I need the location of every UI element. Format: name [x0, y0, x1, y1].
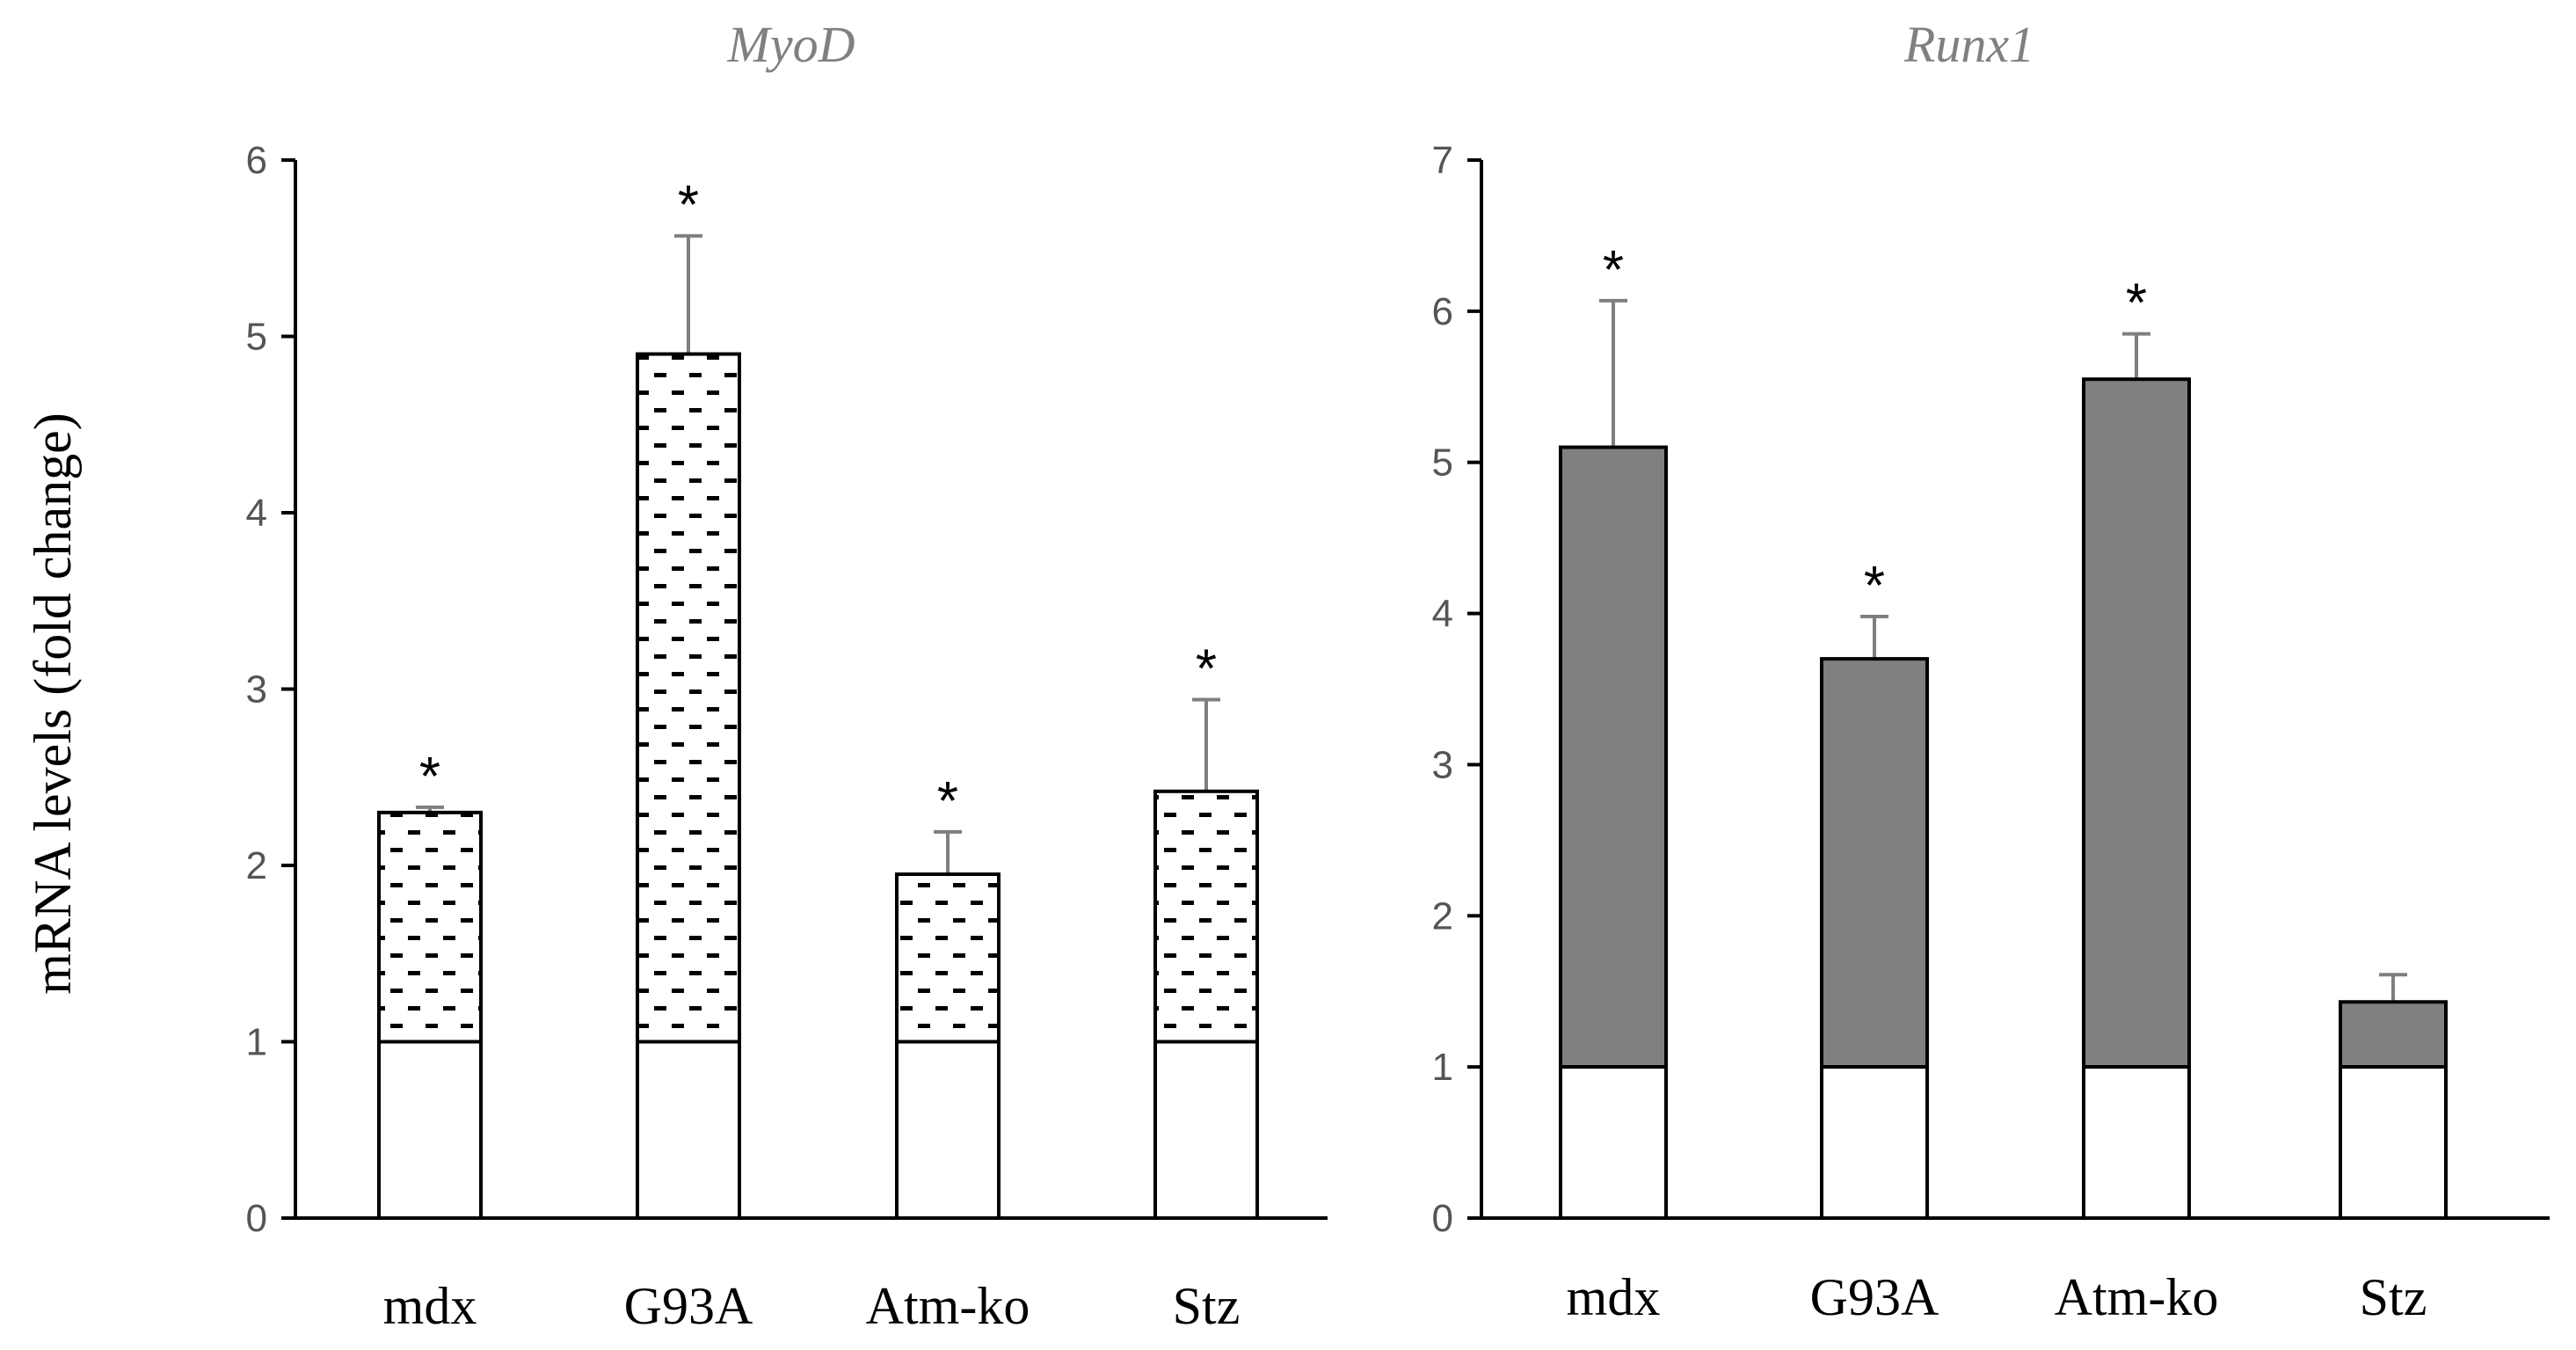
bar-segment-baseline	[636, 1040, 741, 1220]
category-label: Stz	[1173, 1277, 1241, 1335]
significance-marker: *	[937, 771, 958, 832]
runx1-title: Runx1	[1903, 16, 2034, 73]
category-label: G93A	[1810, 1268, 1939, 1326]
significance-marker: *	[678, 175, 699, 236]
y-tick-label: 5	[246, 316, 267, 359]
category-label: Atm-ko	[866, 1277, 1030, 1335]
significance-marker: *	[419, 747, 440, 807]
significance-marker: *	[1603, 240, 1624, 301]
bar-segment-upper	[1820, 657, 1929, 1069]
y-tick-label: 7	[1432, 139, 1453, 182]
bar-segment-upper	[2082, 377, 2191, 1069]
y-tick-label: 3	[246, 668, 267, 711]
y-tick-label: 6	[1432, 290, 1453, 333]
bar-segment-baseline	[377, 1040, 483, 1220]
runx1-plot: 0 1 2 3 4 5 6 7 * mdx * G93A * Atm-ko Stz	[1432, 139, 2550, 1326]
myod-plot: 0 1 2 3 4 5 6 * mdx * G93A * Atm-ko * Stz	[246, 139, 1328, 1335]
bar-segment-baseline	[1559, 1065, 1668, 1220]
category-label: Stz	[2360, 1268, 2427, 1326]
bar-segment-baseline	[2082, 1065, 2191, 1220]
bar-segment-upper	[636, 352, 741, 1044]
y-tick-label: 1	[1432, 1046, 1453, 1089]
y-tick-label: 2	[246, 844, 267, 887]
category-label: Atm-ko	[2055, 1268, 2219, 1326]
y-tick-label: 6	[246, 139, 267, 182]
significance-marker: *	[1196, 639, 1217, 700]
significance-marker: *	[1864, 556, 1885, 617]
y-tick-label: 0	[1432, 1197, 1453, 1240]
bar-segment-upper	[1153, 789, 1259, 1044]
myod-panel: MyoD 0 1 2 3 4 5 6 * mdx * G93A * Atm-ko * Stz	[246, 16, 1328, 1335]
y-tick-label: 0	[246, 1197, 267, 1240]
bar-segment-baseline	[1153, 1040, 1259, 1220]
category-label: mdx	[1567, 1268, 1661, 1326]
bar-segment-upper	[377, 810, 483, 1044]
runx1-panel: Runx1 0 1 2 3 4 5 6 7 * mdx * G93A * Atm-ko Stz	[1432, 16, 2550, 1326]
y-tick-label: 1	[246, 1021, 267, 1064]
category-label: mdx	[383, 1277, 477, 1335]
bar-segment-baseline	[895, 1040, 1001, 1220]
bar-segment-baseline	[2339, 1065, 2448, 1220]
y-axis-label: mRNA levels (fold change)	[24, 412, 82, 995]
y-tick-label: 4	[246, 492, 267, 535]
significance-marker: *	[2126, 274, 2147, 334]
y-tick-label: 2	[1432, 894, 1453, 938]
bar-segment-baseline	[1820, 1065, 1929, 1220]
bar-segment-upper	[1559, 445, 1668, 1069]
myod-title: MyoD	[727, 16, 855, 73]
bar-segment-upper	[2339, 1000, 2448, 1069]
category-label: G93A	[624, 1277, 753, 1335]
bar-segment-upper	[895, 872, 1001, 1044]
y-tick-label: 3	[1432, 743, 1453, 786]
y-tick-label: 4	[1432, 593, 1453, 636]
y-tick-label: 5	[1432, 441, 1453, 485]
